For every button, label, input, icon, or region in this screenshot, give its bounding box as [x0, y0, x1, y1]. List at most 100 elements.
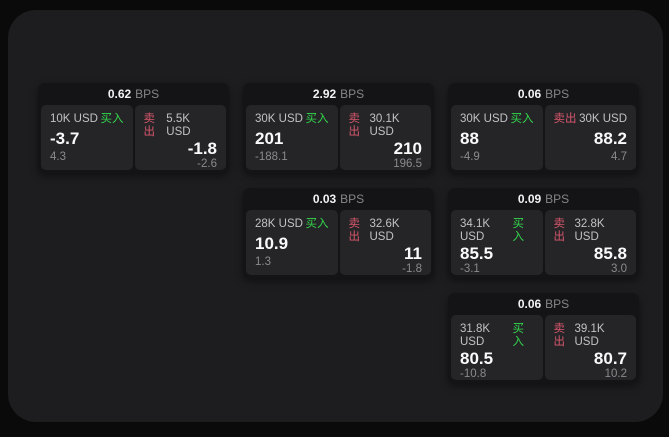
- buy-delta: 4.3: [50, 151, 66, 163]
- buy-amount: 34.1K USD: [460, 218, 491, 243]
- buy-value: -3.7: [50, 129, 80, 148]
- sell-amount: 39.1K USD: [574, 323, 605, 348]
- quote-card: 2.92 BPS 30K USD 买入 201 -188.1 卖出 30.1K …: [243, 83, 434, 173]
- sell-tile[interactable]: 卖出 39.1K USD 80.7 10.2: [544, 315, 636, 380]
- card-body: 10K USD 买入 -3.7 4.3 卖出 5.5K USD -1.8 -2.…: [41, 105, 226, 170]
- bps-value: 0.06: [517, 297, 542, 311]
- card-body: 31.8K USD 买入 80.5 -10.8 卖出 39.1K USD 80.…: [451, 315, 636, 380]
- buy-value: 85.5: [460, 244, 494, 263]
- buy-tile-header: 31.8K USD 买入: [460, 323, 534, 349]
- buy-amount: 10K USD: [50, 113, 98, 125]
- bps-value: 0.62: [107, 87, 132, 101]
- sell-tile-header: 卖出 39.1K USD: [554, 323, 628, 349]
- sell-delta: 4.7: [611, 151, 627, 163]
- sell-tile-header: 卖出 5.5K USD: [144, 113, 218, 139]
- sell-amount: 5.5K USD: [166, 113, 191, 138]
- sell-tile[interactable]: 卖出 32.8K USD 85.8 3.0: [544, 210, 636, 275]
- sell-tile-header: 卖出 32.6K USD: [349, 218, 423, 244]
- buy-tile[interactable]: 31.8K USD 买入 80.5 -10.8: [451, 315, 543, 380]
- sell-tile[interactable]: 卖出 30K USD 88.2 4.7: [544, 105, 636, 170]
- card-header: 0.06 BPS: [451, 83, 636, 105]
- buy-amount: 31.8K USD: [460, 323, 491, 348]
- buy-value: 80.5: [460, 349, 494, 368]
- card-body: 28K USD 买入 10.9 1.3 卖出 32.6K USD 11 -1.8: [246, 210, 431, 275]
- card-header: 0.09 BPS: [451, 188, 636, 210]
- sell-value: 210: [393, 139, 422, 158]
- buy-value: 10.9: [255, 234, 289, 253]
- quote-card: 0.06 BPS 31.8K USD 买入 80.5 -10.8 卖出 39.1…: [448, 293, 639, 383]
- sell-value: 88.2: [593, 129, 627, 148]
- buy-value: 201: [255, 129, 284, 148]
- buy-tile[interactable]: 30K USD 买入 201 -188.1: [246, 105, 338, 170]
- buy-delta: -188.1: [255, 151, 288, 163]
- buy-delta: -3.1: [460, 263, 480, 275]
- sell-value: -1.8: [187, 139, 217, 158]
- buy-delta: 1.3: [255, 256, 271, 268]
- buy-amount: 30K USD: [460, 113, 508, 125]
- bps-value: 0.09: [517, 192, 542, 206]
- buy-delta: -4.9: [460, 151, 480, 163]
- sell-value: 11: [404, 244, 422, 263]
- sell-amount: 32.6K USD: [369, 218, 400, 243]
- bps-value: 0.03: [312, 192, 337, 206]
- buy-tile[interactable]: 28K USD 买入 10.9 1.3: [246, 210, 338, 275]
- sell-delta: -2.6: [197, 158, 217, 170]
- buy-value: 88: [460, 129, 479, 148]
- buy-amount: 30K USD: [255, 113, 303, 125]
- buy-tile-header: 30K USD 买入: [460, 113, 534, 126]
- bps-unit-label: BPS: [545, 87, 570, 101]
- card-header: 0.06 BPS: [451, 293, 636, 315]
- buy-tile-header: 30K USD 买入: [255, 113, 329, 126]
- sell-value: 80.7: [593, 349, 627, 368]
- sell-label: 卖出: [553, 113, 577, 125]
- buy-label: 买入: [100, 113, 124, 125]
- buy-label: 买入: [305, 113, 329, 125]
- sell-tile[interactable]: 卖出 32.6K USD 11 -1.8: [339, 210, 431, 275]
- bps-value: 2.92: [312, 87, 337, 101]
- bps-unit-label: BPS: [545, 192, 570, 206]
- bps-unit-label: BPS: [135, 87, 160, 101]
- sell-tile-header: 卖出 30.1K USD: [349, 113, 423, 139]
- sell-tile[interactable]: 卖出 5.5K USD -1.8 -2.6: [134, 105, 226, 170]
- sell-label: 卖出: [553, 323, 566, 348]
- buy-tile[interactable]: 30K USD 买入 88 -4.9: [451, 105, 543, 170]
- quote-card: 0.62 BPS 10K USD 买入 -3.7 4.3 卖出 5.5K USD…: [38, 83, 229, 173]
- sell-delta: 3.0: [611, 263, 627, 275]
- buy-label: 买入: [512, 323, 525, 348]
- sell-label: 卖出: [348, 113, 361, 138]
- buy-delta: -10.8: [460, 368, 487, 380]
- sell-delta: 196.5: [393, 158, 422, 170]
- quote-card: 0.06 BPS 30K USD 买入 88 -4.9 卖出 30K USD 8…: [448, 83, 639, 173]
- bps-value: 0.06: [517, 87, 542, 101]
- sell-label: 卖出: [143, 113, 156, 138]
- buy-tile-header: 34.1K USD 买入: [460, 218, 534, 244]
- buy-label: 买入: [512, 218, 525, 243]
- bps-unit-label: BPS: [340, 192, 365, 206]
- card-header: 0.62 BPS: [41, 83, 226, 105]
- bps-unit-label: BPS: [545, 297, 570, 311]
- buy-tile-header: 10K USD 买入: [50, 113, 124, 126]
- buy-label: 买入: [510, 113, 534, 125]
- buy-amount: 28K USD: [255, 218, 303, 230]
- buy-tile[interactable]: 34.1K USD 买入 85.5 -3.1: [451, 210, 543, 275]
- sell-amount: 30.1K USD: [369, 113, 400, 138]
- bps-unit-label: BPS: [340, 87, 365, 101]
- main-panel: 0.62 BPS 10K USD 买入 -3.7 4.3 卖出 5.5K USD…: [8, 10, 663, 422]
- card-body: 34.1K USD 买入 85.5 -3.1 卖出 32.8K USD 85.8…: [451, 210, 636, 275]
- sell-amount: 30K USD: [579, 113, 627, 125]
- sell-label: 卖出: [553, 218, 566, 243]
- sell-tile[interactable]: 卖出 30.1K USD 210 196.5: [339, 105, 431, 170]
- sell-delta: 10.2: [604, 368, 627, 380]
- card-body: 30K USD 买入 201 -188.1 卖出 30.1K USD 210 1…: [246, 105, 431, 170]
- sell-tile-header: 卖出 30K USD: [554, 113, 628, 126]
- card-header: 2.92 BPS: [246, 83, 431, 105]
- buy-tile[interactable]: 10K USD 买入 -3.7 4.3: [41, 105, 133, 170]
- card-header: 0.03 BPS: [246, 188, 431, 210]
- sell-value: 85.8: [593, 244, 627, 263]
- buy-tile-header: 28K USD 买入: [255, 218, 329, 231]
- sell-label: 卖出: [348, 218, 361, 243]
- sell-tile-header: 卖出 32.8K USD: [554, 218, 628, 244]
- quote-card: 0.03 BPS 28K USD 买入 10.9 1.3 卖出 32.6K US…: [243, 188, 434, 278]
- sell-amount: 32.8K USD: [574, 218, 605, 243]
- buy-label: 买入: [305, 218, 329, 230]
